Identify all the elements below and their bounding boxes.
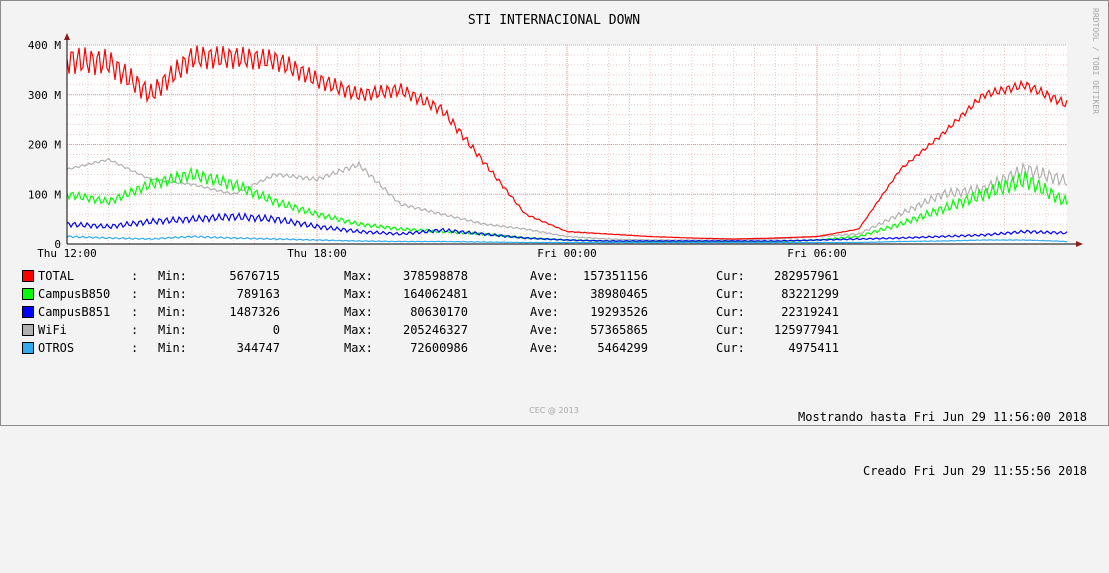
legend-max-label: Max: (344, 323, 373, 337)
legend-max-label: Max: (344, 269, 373, 283)
chart-title: STI INTERNACIONAL DOWN (468, 13, 640, 28)
rrdtool-credit: RRDTOOL / TOBI OETIKER (1091, 8, 1100, 114)
y-tick-label: 300 M (28, 89, 61, 102)
y-tick-label: 400 M (28, 39, 61, 52)
x-tick-labels: Thu 12:00 Thu 18:00 Fri 00:00 Fri 06:00 (37, 247, 847, 260)
legend-row: TOTAL : Min: 5676715 Max: 378598878 Ave:… (22, 267, 839, 285)
traffic-chart: STI INTERNACIONAL DOWN RRDTOOL / TOBI OE… (28, 8, 1100, 415)
chart-series (66, 45, 1068, 244)
legend-cur: 22319241 (781, 305, 839, 319)
y-tick-label: 100 M (28, 188, 61, 201)
series-line-campusb851 (66, 211, 1068, 243)
legend-sep: : (131, 323, 139, 337)
x-axis-arrow (1076, 241, 1083, 247)
legend-ave: 19293526 (590, 305, 648, 319)
x-tick-label: Fri 00:00 (537, 247, 597, 260)
legend-name: OTROS (38, 341, 75, 355)
legend-max: 164062481 (402, 287, 468, 301)
legend-cur-label: Cur: (716, 269, 745, 283)
legend-ave: 5464299 (597, 341, 648, 355)
legend-ave-label: Ave: (530, 269, 559, 283)
legend-cur: 125977941 (773, 323, 839, 337)
series-line-otros (66, 234, 1068, 244)
legend-row: WiFi : Min: 0 Max: 205246327 Ave: 573658… (22, 321, 839, 339)
legend-sep: : (131, 287, 139, 301)
legend-min: 0 (272, 323, 280, 337)
legend-ave-label: Ave: (530, 341, 559, 355)
legend-cur-label: Cur: (716, 323, 745, 337)
legend-ave-label: Ave: (530, 287, 559, 301)
legend-name: WiFi (38, 323, 67, 337)
legend: TOTAL : Min: 5676715 Max: 378598878 Ave:… (22, 267, 839, 357)
legend-max-label: Max: (344, 287, 373, 301)
legend-swatch-wifi (22, 324, 34, 336)
y-tick-label: 200 M (28, 139, 61, 152)
chart-axes (64, 33, 1083, 247)
legend-cur-label: Cur: (716, 305, 745, 319)
legend-max: 205246327 (402, 323, 468, 337)
y-tick-labels: 0 100 M 200 M 300 M 400 M (28, 39, 61, 251)
legend-min: 1487326 (229, 305, 280, 319)
legend-swatch-campusb851 (22, 306, 34, 318)
legend-cur: 83221299 (781, 287, 839, 301)
legend-cur-label: Cur: (716, 287, 745, 301)
shown-until-text: Mostrando hasta Fri Jun 29 11:56:00 2018 (798, 410, 1087, 424)
legend-row: OTROS : Min: 344747 Max: 72600986 Ave: 5… (22, 339, 839, 357)
legend-sep: : (131, 341, 139, 355)
legend-sep: : (131, 305, 139, 319)
legend-ave: 157351156 (582, 269, 648, 283)
x-tick-label: Thu 18:00 (287, 247, 347, 260)
x-tick-label: Thu 12:00 (37, 247, 97, 260)
legend-cur: 282957961 (773, 269, 839, 283)
legend-name: TOTAL (38, 269, 75, 283)
y-tick-label: 0 (54, 238, 61, 251)
legend-min: 5676715 (229, 269, 280, 283)
legend-ave: 38980465 (590, 287, 648, 301)
legend-name: CampusB850 (38, 287, 111, 301)
y-axis-arrow (64, 33, 70, 40)
legend-min-label: Min: (158, 305, 187, 319)
legend-name: CampusB851 (38, 305, 111, 319)
series-line-total (66, 45, 1068, 240)
legend-row: CampusB850 : Min: 789163 Max: 164062481 … (22, 285, 839, 303)
legend-swatch-total (22, 270, 34, 282)
legend-ave: 57365865 (590, 323, 648, 337)
legend-ave-label: Ave: (530, 323, 559, 337)
legend-min-label: Min: (158, 287, 187, 301)
legend-swatch-campusb850 (22, 288, 34, 300)
created-text: Creado Fri Jun 29 11:55:56 2018 (863, 464, 1087, 478)
legend-sep: : (131, 269, 139, 283)
chart-grid (67, 44, 1067, 244)
legend-max: 80630170 (410, 305, 468, 319)
legend-min-label: Min: (158, 269, 187, 283)
legend-min: 789163 (236, 287, 280, 301)
legend-row: CampusB851 : Min: 1487326 Max: 80630170 … (22, 303, 839, 321)
legend-min-label: Min: (158, 323, 187, 337)
legend-swatch-otros (22, 342, 34, 354)
legend-ave-label: Ave: (530, 305, 559, 319)
legend-max: 378598878 (402, 269, 468, 283)
legend-min-label: Min: (158, 341, 187, 355)
legend-max-label: Max: (344, 305, 373, 319)
x-tick-label: Fri 06:00 (787, 247, 847, 260)
graph-footer: Mostrando hasta Fri Jun 29 11:56:00 2018… (798, 372, 1087, 498)
legend-cur: 4975411 (788, 341, 839, 355)
legend-min: 344747 (236, 341, 280, 355)
cec-credit: CEC @ 2013 (529, 406, 579, 415)
legend-cur-label: Cur: (716, 341, 745, 355)
series-line-wifi (66, 157, 1068, 241)
legend-max: 72600986 (410, 341, 468, 355)
legend-max-label: Max: (344, 341, 373, 355)
